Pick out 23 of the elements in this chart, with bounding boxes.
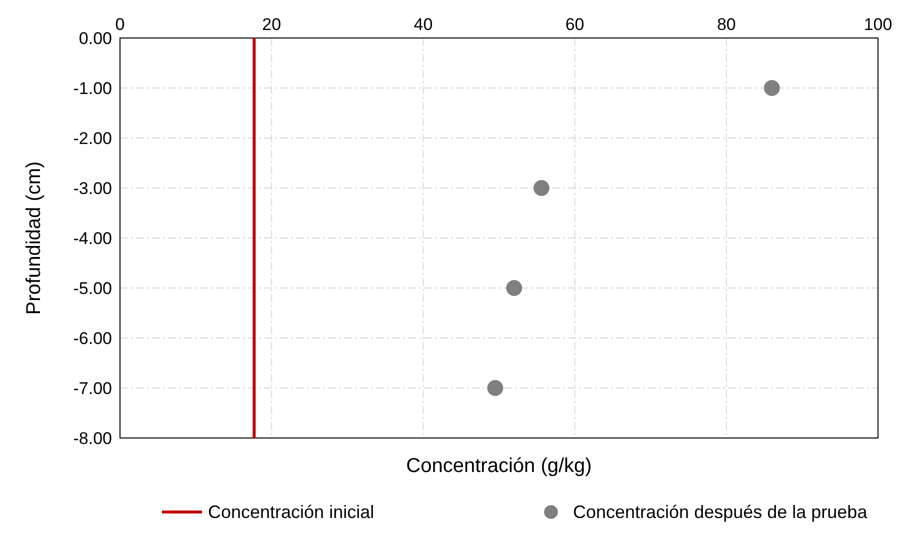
- legend-label: Concentración inicial: [208, 502, 374, 522]
- y-tick-label: -5.00: [73, 279, 112, 298]
- x-tick-label: 0: [115, 15, 125, 34]
- x-tick-label: 40: [414, 15, 433, 34]
- x-tick-label: 80: [716, 15, 736, 34]
- y-tick-label: -3.00: [73, 179, 112, 198]
- y-tick-label: -6.00: [73, 329, 112, 348]
- point: [487, 380, 504, 396]
- y-tick-label: -4.00: [73, 229, 112, 248]
- x-tick-label: 100: [864, 15, 892, 34]
- y-tick-label: -8.00: [73, 429, 112, 448]
- x-axis-title: Concentración (g/kg): [406, 455, 592, 477]
- point: [764, 80, 780, 96]
- y-axis-title: Profundidad (cm): [23, 161, 45, 315]
- y-tick-label: 0.00: [78, 29, 112, 48]
- y-tick-label: -1.00: [73, 79, 112, 98]
- x-tick-label: 60: [565, 15, 584, 34]
- legend-label: Concentración después de la prueba: [573, 502, 868, 522]
- y-tick-label: -7.00: [73, 379, 112, 398]
- y-tick-label: -2.00: [73, 129, 112, 148]
- point: [533, 180, 550, 196]
- point: [506, 280, 522, 296]
- x-tick-label: 20: [262, 15, 282, 34]
